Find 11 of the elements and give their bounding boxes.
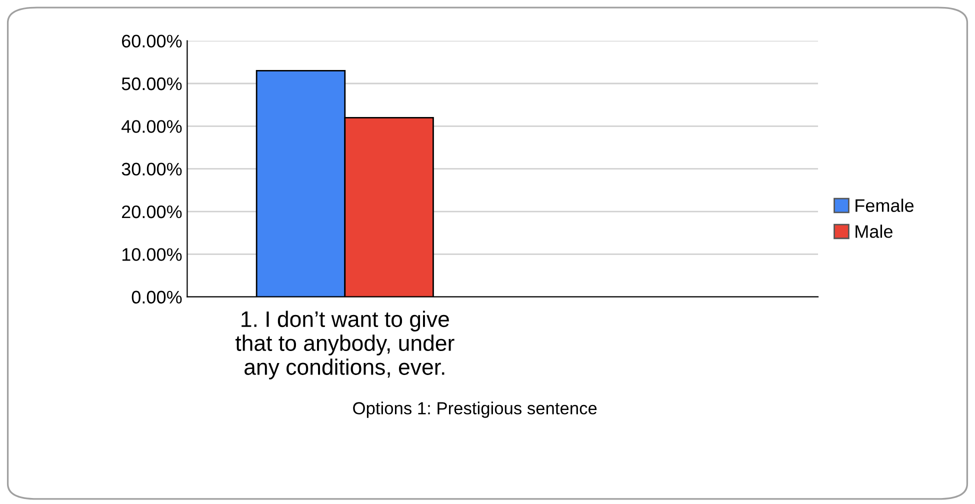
legend-label: Male [856, 224, 892, 238]
y-tick-label: 60.00% [122, 34, 182, 48]
y-tick-label: 20.00% [122, 205, 182, 218]
y-tick-label: 50.00% [122, 77, 182, 90]
y-tick-label: 0.00% [132, 290, 182, 304]
y-tick-label: 30.00% [122, 162, 182, 176]
text: Options 1: Prestigious sentence [353, 402, 597, 418]
x-tick-label: 1. I don’t want to give that to anybody, under any conditions, ever. [236, 310, 454, 380]
legend-label: Female [856, 198, 914, 212]
y-tick-label: 40.00% [122, 120, 182, 133]
y-tick-label: 10.00% [122, 248, 182, 261]
